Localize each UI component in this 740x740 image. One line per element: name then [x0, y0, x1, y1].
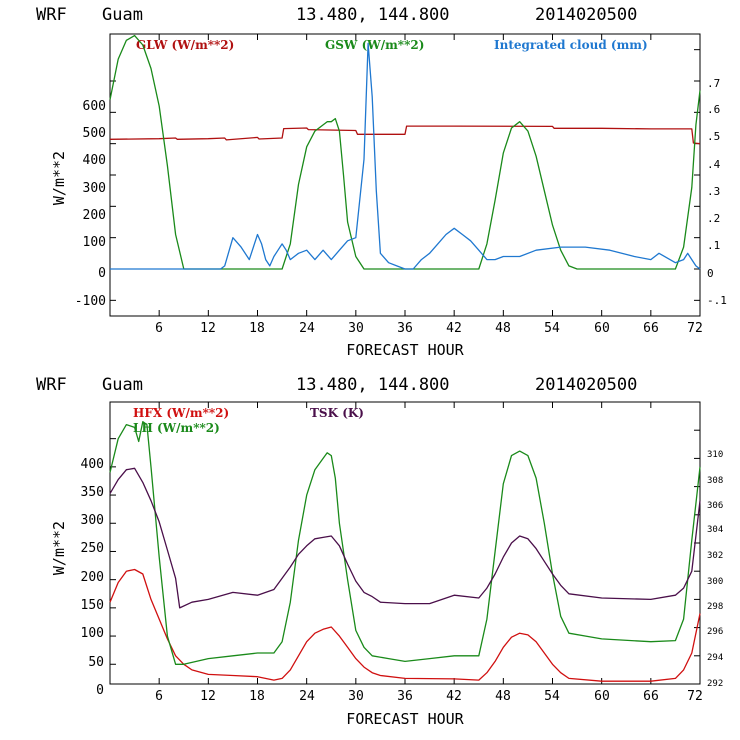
panel2-ytick-400: 400 — [81, 457, 104, 472]
panel1-ytick-500: 500 — [83, 126, 106, 141]
panel2-xtick-24: 24 — [299, 689, 315, 704]
panel2-run: 2014020500 — [535, 375, 637, 395]
panel1-series — [109, 34, 701, 270]
panel2-series-1-line — [109, 421, 701, 665]
panel2-xtick-42: 42 — [446, 689, 462, 704]
panel2-ytick-50: 50 — [88, 655, 104, 670]
panel2-plot-frame — [109, 401, 701, 685]
panel2-xlabel: FORECAST HOUR — [346, 710, 464, 728]
panel1-xtick-54: 54 — [544, 321, 560, 336]
panel1-x-ticks: 6 12 18 24 30 36 42 48 54 60 66 72 — [155, 321, 703, 336]
panel1-right-ticks: .7 .6 .5 .4 .3 .2 .1 0 -.1 — [707, 77, 727, 307]
panel2-ytick-0: 0 — [96, 683, 104, 698]
panel2-model: WRF — [36, 375, 67, 395]
panel2-y2tick-298: 298 — [707, 602, 723, 612]
panel2-y2tick-292: 292 — [707, 679, 723, 689]
panel2-coords: 13.480, 144.800 — [296, 375, 450, 395]
panel2-y2tick-304: 304 — [707, 525, 723, 535]
panel1-xtick-12: 12 — [200, 321, 216, 336]
panel1-left-ticks: 600 500 400 300 200 100 0 -100 — [75, 99, 106, 309]
panel2-xtick-48: 48 — [495, 689, 511, 704]
panel1-xtick-18: 18 — [249, 321, 265, 336]
panel2-xtick-6: 6 — [155, 689, 163, 704]
panel2-xtick-12: 12 — [200, 689, 216, 704]
panel2-ytick-200: 200 — [81, 570, 104, 585]
panel1-series-0-line — [109, 125, 701, 145]
panel1-series-2-line — [110, 42, 701, 270]
panel2-xtick-60: 60 — [594, 689, 610, 704]
panel2-right-ticks: 310 308 306 304 302 300 298 296 294 292 — [707, 450, 723, 689]
panel2-header: WRF Guam 13.480, 144.800 2014020500 — [36, 375, 637, 395]
panel2-xtick-18: 18 — [249, 689, 265, 704]
panel2-legend-hfx: HFX (W/m**2) — [133, 406, 229, 420]
panel1-ylabel: W/m**2 — [50, 151, 68, 205]
panel1-xtick-42: 42 — [446, 321, 462, 336]
panel1-ytick-600: 600 — [83, 99, 106, 114]
panel1-y2tick-0.6: .6 — [707, 103, 720, 116]
panel1-series-1-line — [109, 34, 701, 270]
panel1-y2tick-0.5: .5 — [707, 130, 720, 143]
panel2-xtick-72: 72 — [687, 689, 703, 704]
panel1-run: 2014020500 — [535, 5, 637, 25]
panel1-location: Guam — [102, 5, 143, 25]
panel2-y2tick-300: 300 — [707, 577, 723, 587]
panel1-y2tick-0.2: .2 — [707, 212, 720, 225]
panel2-series-0-line — [109, 568, 701, 682]
panel1-xtick-48: 48 — [495, 321, 511, 336]
panel1-xlabel: FORECAST HOUR — [346, 341, 464, 359]
panel1-xtick-72: 72 — [687, 321, 703, 336]
panel1-ytick-200: 200 — [83, 208, 106, 223]
panel2-series — [109, 421, 701, 682]
panel1-y2tick-0.4: .4 — [707, 158, 721, 171]
panel2-location: Guam — [102, 375, 143, 395]
panel2-series-2-line — [109, 467, 701, 609]
panel2-y2tick-302: 302 — [707, 551, 723, 561]
panel1-plot-frame — [109, 33, 701, 317]
panel1-y2tick-neg0.1: -.1 — [707, 294, 727, 307]
panel2-xtick-54: 54 — [544, 689, 560, 704]
panel1-xtick-30: 30 — [348, 321, 364, 336]
panel1-y2tick-0.7: .7 — [707, 77, 720, 90]
panel1-xtick-36: 36 — [397, 321, 413, 336]
panel1-tick-marks — [110, 34, 701, 316]
panel1-xtick-66: 66 — [643, 321, 659, 336]
panel2-left-ticks: 400 350 300 250 200 150 100 50 0 — [81, 457, 104, 698]
panel2-y2tick-310: 310 — [707, 450, 723, 460]
panel2-y2tick-296: 296 — [707, 627, 723, 637]
panel1-y2tick-0.1: .1 — [707, 239, 720, 252]
panel1-legend-glw: GLW (W/m**2) — [136, 38, 234, 52]
panel2-xtick-36: 36 — [397, 689, 413, 704]
panel2-y2tick-294: 294 — [707, 653, 723, 663]
panel1-legend-cloud: Integrated cloud (mm) — [494, 38, 648, 52]
panel1-ytick-100: 100 — [83, 235, 106, 250]
panel2-ytick-100: 100 — [81, 626, 104, 641]
panel1-y2tick-0: 0 — [707, 267, 714, 280]
panel2-ytick-300: 300 — [81, 513, 104, 528]
panel2-legend-lh: LH (W/m**2) — [133, 421, 220, 435]
panel2-xtick-66: 66 — [643, 689, 659, 704]
panel1-model: WRF — [36, 5, 67, 25]
panel1-ytick-0: 0 — [98, 266, 106, 281]
panel2-y2tick-306: 306 — [707, 501, 723, 511]
panel1-y2tick-0.3: .3 — [707, 185, 720, 198]
panel2-y2tick-308: 308 — [707, 476, 723, 486]
panel1-ytick-neg100: -100 — [75, 294, 106, 309]
panel2-xtick-30: 30 — [348, 689, 364, 704]
panel1-xtick-60: 60 — [594, 321, 610, 336]
panel1-xtick-24: 24 — [299, 321, 315, 336]
panel2-ytick-350: 350 — [81, 485, 104, 500]
panel2-ylabel: W/m**2 — [50, 521, 68, 575]
panel1-coords: 13.480, 144.800 — [296, 5, 450, 25]
panel1-header: WRF Guam 13.480, 144.800 2014020500 — [36, 5, 637, 25]
panel1-ytick-400: 400 — [83, 153, 106, 168]
panel2-legend-tsk: TSK (K) — [310, 406, 364, 420]
panel2-ytick-250: 250 — [81, 541, 104, 556]
panel1-ytick-300: 300 — [83, 181, 106, 196]
panel1-legend-gsw: GSW (W/m**2) — [325, 38, 424, 52]
panel2-x-ticks: 6 12 18 24 30 36 42 48 54 60 66 72 — [155, 689, 703, 704]
panel2-ytick-150: 150 — [81, 598, 104, 613]
panel2-tick-marks — [110, 402, 701, 685]
panel1-xtick-6: 6 — [155, 321, 163, 336]
